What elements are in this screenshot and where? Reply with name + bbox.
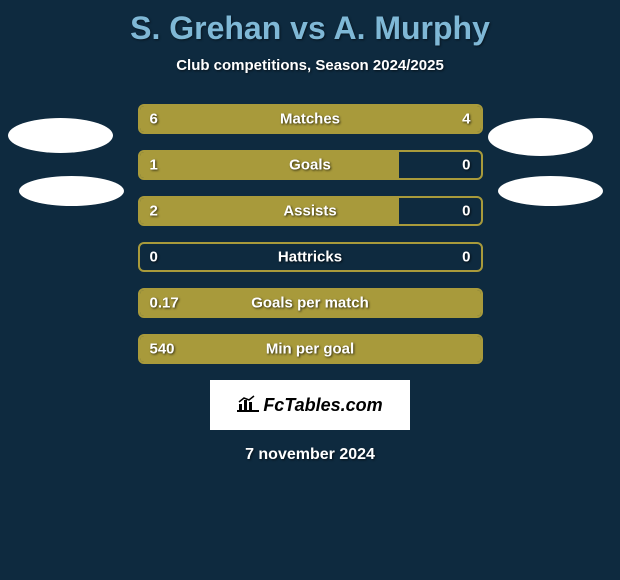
- stat-label: Assists: [138, 203, 483, 220]
- fctables-logo: FcTables.com: [210, 380, 410, 430]
- stat-row: 10Goals: [138, 150, 483, 180]
- subtitle: Club competitions, Season 2024/2025: [0, 57, 620, 74]
- page-title: S. Grehan vs A. Murphy: [0, 0, 620, 47]
- player-left-photo-placeholder-1: [8, 118, 113, 153]
- stat-label: Goals per match: [138, 295, 483, 312]
- comparison-chart: 64Matches 10Goals 20Assists 00Hattricks 0.17…: [0, 104, 620, 464]
- stat-row: 00Hattricks: [138, 242, 483, 272]
- stat-row: 64Matches: [138, 104, 483, 134]
- player-left-photo-placeholder-2: [19, 176, 124, 206]
- stat-row: 20Assists: [138, 196, 483, 226]
- stat-label: Hattricks: [138, 249, 483, 266]
- stat-row: 0.17Goals per match: [138, 288, 483, 318]
- player-right-photo-placeholder-1: [488, 118, 593, 156]
- date: 7 november 2024: [0, 446, 620, 464]
- chart-icon: [237, 394, 259, 417]
- stat-row: 540Min per goal: [138, 334, 483, 364]
- stat-label: Goals: [138, 157, 483, 174]
- stat-label: Matches: [138, 111, 483, 128]
- logo-label: FcTables.com: [263, 395, 382, 416]
- logo-text: FcTables.com: [237, 394, 382, 417]
- player-right-photo-placeholder-2: [498, 176, 603, 206]
- stat-label: Min per goal: [138, 341, 483, 358]
- stat-rows: 64Matches 10Goals 20Assists 00Hattricks 0.17…: [138, 104, 483, 364]
